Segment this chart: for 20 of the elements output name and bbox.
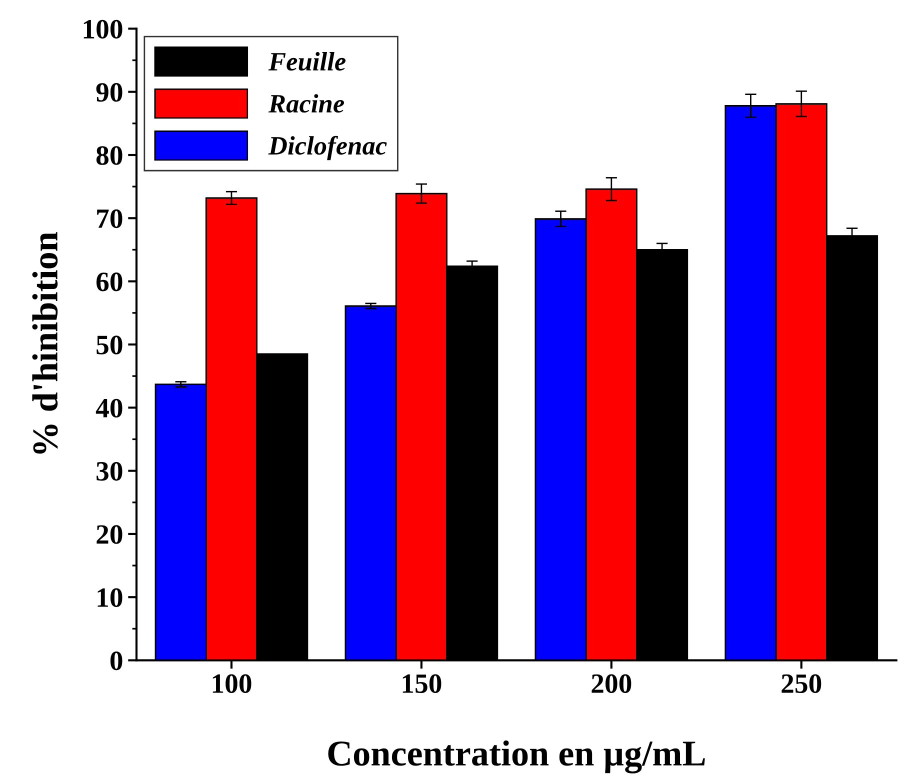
- y-tick-label: 100: [84, 20, 122, 39]
- legend-label: Feuille: [268, 52, 346, 71]
- y-tick-label: 90: [96, 83, 122, 102]
- x-tick-label: 250: [782, 674, 822, 694]
- y-tick-label: 10: [98, 588, 122, 608]
- x-tick-label: 150: [402, 674, 442, 694]
- legend-label: Racine: [268, 94, 344, 113]
- x-axis-title: Concentration en µg/mL: [328, 740, 705, 774]
- y-tick-label: 20: [96, 525, 122, 544]
- y-tick-label: 80: [96, 146, 122, 165]
- x-tick-label: 100: [212, 674, 252, 694]
- y-tick-label: 30: [96, 462, 122, 481]
- legend-label: Diclofenac: [268, 136, 387, 160]
- y-tick-label: 70: [97, 209, 122, 228]
- x-tick-label: 200: [592, 674, 632, 694]
- y-tick-label: 0: [110, 651, 122, 670]
- y-tick-label: 40: [96, 398, 122, 418]
- y-tick-label: 60: [96, 272, 122, 292]
- y-tick-label: 50: [96, 336, 122, 354]
- y-axis-title: % d'hinibition: [32, 232, 58, 454]
